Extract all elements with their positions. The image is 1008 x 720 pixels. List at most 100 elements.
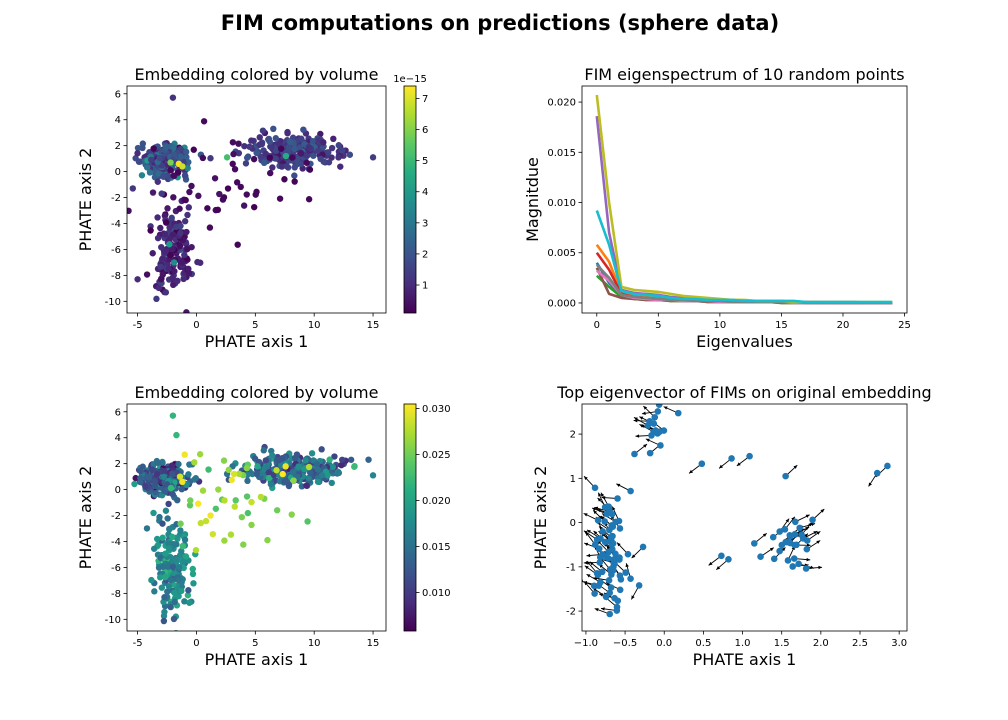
scatter-point bbox=[221, 497, 228, 504]
scatter-point bbox=[627, 575, 634, 582]
scatter-point bbox=[160, 172, 167, 180]
x-tick-label: 2.0 bbox=[813, 638, 829, 649]
scatter-point bbox=[256, 134, 263, 141]
scatter-point bbox=[610, 559, 618, 567]
arrow-head bbox=[617, 542, 621, 547]
scatter-point bbox=[612, 518, 619, 526]
scatter-point bbox=[257, 493, 265, 501]
chart-title: Embedding colored by volume bbox=[135, 383, 379, 402]
scatter-point bbox=[273, 507, 281, 514]
scatter-point bbox=[320, 139, 327, 146]
scatter-point bbox=[248, 498, 255, 506]
x-tick-label: 3.0 bbox=[891, 638, 907, 649]
y-tick-label: 1 bbox=[570, 474, 576, 485]
scatter-point bbox=[229, 160, 236, 168]
scatter-point bbox=[602, 593, 610, 601]
scatter-point bbox=[253, 470, 261, 478]
x-tick-label: 5 bbox=[252, 638, 258, 649]
arrow-head bbox=[719, 464, 723, 469]
x-tick-label: -5 bbox=[133, 638, 143, 649]
scatter-point bbox=[157, 276, 165, 283]
chart-title: Top eigenvector of FIMs on original embe… bbox=[556, 383, 931, 402]
scatter-point bbox=[185, 269, 193, 277]
colorbar-tick-label: 2 bbox=[422, 249, 428, 260]
scatter-point bbox=[170, 615, 178, 623]
scatter-point bbox=[181, 451, 188, 458]
scatter-point bbox=[146, 169, 154, 176]
scatter-point bbox=[338, 461, 345, 469]
x-tick-label: 0.5 bbox=[695, 638, 711, 649]
scatter-point bbox=[206, 224, 214, 231]
scatter-point bbox=[174, 277, 181, 285]
scatter-point bbox=[166, 241, 173, 248]
scatter-point bbox=[725, 556, 732, 563]
scatter-point bbox=[176, 242, 184, 250]
plot-frame bbox=[126, 85, 387, 314]
scatter-point bbox=[132, 474, 139, 482]
scatter-point bbox=[270, 125, 277, 133]
scatter-point bbox=[252, 191, 259, 198]
scatter-point bbox=[148, 576, 155, 584]
scatter-point bbox=[188, 182, 195, 190]
scatter-point bbox=[309, 138, 317, 145]
colorbar-tick-label: 1 bbox=[422, 281, 428, 292]
scatter-point bbox=[595, 582, 603, 590]
scatter-point bbox=[627, 487, 634, 495]
scatter-point bbox=[328, 154, 335, 161]
scatter-point bbox=[186, 461, 193, 468]
scatter-point bbox=[313, 460, 321, 468]
scatter-point bbox=[138, 172, 146, 179]
scatter-point bbox=[328, 144, 336, 152]
y-tick-label: 2 bbox=[115, 459, 121, 470]
arrow-head bbox=[806, 557, 811, 562]
scatter-point bbox=[591, 590, 598, 597]
scatter-point bbox=[781, 526, 789, 533]
scatter-point bbox=[153, 535, 161, 543]
colorbar-tick-label: 0.025 bbox=[422, 450, 451, 461]
scatter-point bbox=[306, 166, 314, 173]
scatter-point bbox=[127, 207, 132, 215]
arrow-head bbox=[781, 547, 786, 552]
scatter-point bbox=[303, 482, 310, 489]
scatter-point bbox=[149, 189, 157, 196]
scatter-point bbox=[285, 143, 292, 151]
scatter-point bbox=[184, 245, 191, 253]
scatter-point bbox=[318, 446, 325, 453]
x-tick-label: 0 bbox=[594, 320, 600, 331]
scatter-point bbox=[616, 525, 624, 532]
colorbar-tick-label: 0.030 bbox=[422, 404, 451, 415]
scatter-point bbox=[228, 476, 235, 484]
scatter-point bbox=[154, 178, 161, 185]
scatter-point bbox=[151, 478, 158, 485]
arrow-head bbox=[600, 492, 605, 497]
scatter-point bbox=[305, 463, 313, 471]
scatter-point bbox=[161, 231, 169, 238]
scatter-point bbox=[263, 463, 270, 471]
colorbar-tick-label: 0.015 bbox=[422, 542, 451, 553]
scatter-point bbox=[304, 518, 311, 525]
scatter-point bbox=[605, 577, 613, 584]
scatter-point bbox=[335, 154, 342, 161]
scatter-point bbox=[155, 284, 162, 292]
figure-title: FIM computations on predictions (sphere … bbox=[221, 11, 779, 35]
scatter-point bbox=[798, 531, 805, 539]
arrow-head bbox=[804, 533, 808, 538]
scatter-point bbox=[884, 462, 891, 470]
scatter-point bbox=[169, 563, 177, 571]
scatter-point bbox=[182, 196, 189, 204]
arrow-head bbox=[785, 518, 790, 523]
scatter-point bbox=[230, 150, 237, 158]
scatter-point bbox=[164, 205, 171, 212]
scatter-point bbox=[718, 552, 725, 560]
scatter-point bbox=[162, 143, 170, 151]
scatter-point bbox=[176, 205, 183, 212]
scatter-point bbox=[616, 572, 624, 579]
scatter-point bbox=[232, 497, 239, 504]
arrow-head bbox=[586, 574, 591, 578]
scatter-point bbox=[153, 471, 161, 478]
scatter-point bbox=[171, 589, 178, 596]
scatter-point bbox=[197, 519, 205, 527]
scatter-point bbox=[596, 559, 604, 566]
scatter-point bbox=[143, 525, 151, 532]
scatter-point bbox=[159, 520, 166, 527]
